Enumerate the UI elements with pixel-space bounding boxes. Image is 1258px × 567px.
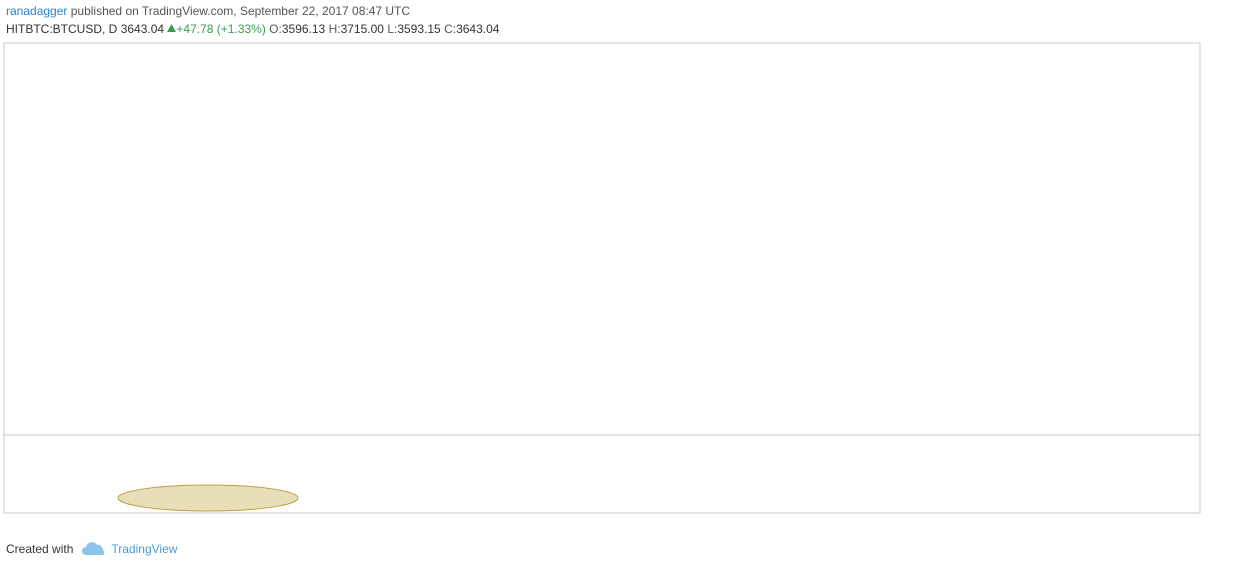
published: published on TradingView.com, September … xyxy=(70,4,411,18)
brand[interactable]: TradingView xyxy=(111,542,178,556)
annotation-ellipse xyxy=(117,484,299,512)
ohlc-value: 3593.15 xyxy=(397,22,441,36)
ohlc: O:3596.13 H:3715.00 L:3593.15 C:3643.04 xyxy=(269,22,499,36)
header: ranadagger published on TradingView.com,… xyxy=(6,2,499,38)
ohlc-key: L: xyxy=(387,22,398,36)
author[interactable]: ranadagger xyxy=(6,4,68,18)
plot-frame xyxy=(3,42,1201,514)
ohlc-value: 3596.13 xyxy=(281,22,326,36)
up-arrow xyxy=(167,24,177,32)
footer: Created with TradingView xyxy=(6,541,177,557)
chart xyxy=(3,42,1201,514)
change: +47.78 (+1.33%) xyxy=(176,22,266,36)
created-with: Created with xyxy=(6,542,74,556)
ohlc-key: O: xyxy=(269,22,282,36)
symbol: HITBTC:BTCUSD, D xyxy=(6,22,118,36)
price: 3643.04 xyxy=(120,22,165,36)
ohlc-key: C: xyxy=(444,22,457,36)
ohlc-value: 3643.04 xyxy=(456,22,500,36)
header-line: ranadagger published on TradingView.com,… xyxy=(6,2,499,20)
ohlc-value: 3715.00 xyxy=(340,22,384,36)
header-line: HITBTC:BTCUSD, D 3643.04 +47.78 (+1.33%)… xyxy=(6,20,499,38)
brand-logo xyxy=(82,542,105,555)
ohlc-key: H: xyxy=(328,22,341,36)
